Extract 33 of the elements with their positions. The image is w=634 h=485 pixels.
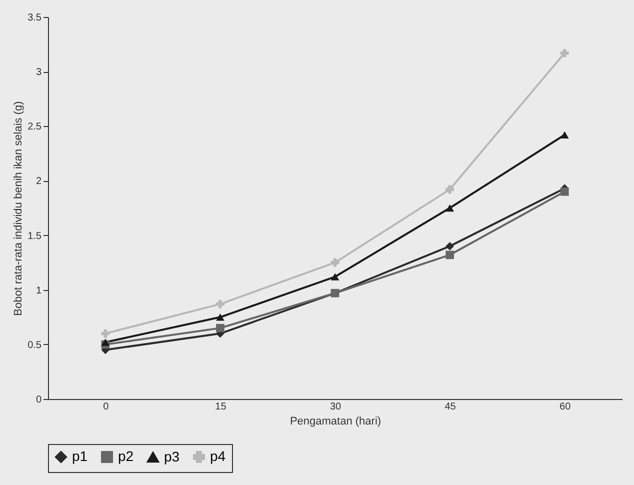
point (330, 258, 340, 267)
y-tick-label: 0.5 (28, 340, 42, 351)
point (216, 300, 224, 308)
point (216, 324, 224, 332)
y-tick-label: 2 (36, 176, 42, 188)
y-tick-label: 3.5 (28, 12, 42, 24)
x-axis-title: Pengamatan (hari) (290, 416, 382, 428)
point (560, 48, 569, 58)
point (101, 338, 110, 346)
x-tick-label: 45 (444, 402, 456, 412)
legend-label: p2 (118, 448, 134, 464)
legend-label: p4 (210, 448, 226, 464)
x-tick-label: 0 (103, 402, 110, 412)
y-tick-label: 3 (36, 67, 42, 78)
legend-label: p3 (164, 448, 180, 464)
point (446, 242, 454, 250)
y-tick-label: 2.5 (28, 122, 42, 133)
point (560, 131, 569, 138)
point (216, 314, 224, 321)
point (330, 273, 340, 280)
point (101, 329, 110, 338)
y-tick-label: 1 (36, 285, 42, 296)
point (446, 250, 454, 260)
y-axis-title: Bobot rata-rata individu benih ikan selais (g) (12, 101, 25, 316)
point (560, 187, 569, 196)
y-tick-label: 0 (36, 394, 42, 406)
x-tick-label: 15 (215, 402, 227, 412)
point (446, 204, 454, 212)
x-tick-label: 60 (560, 402, 572, 412)
legend-label: p1 (72, 448, 88, 464)
x-tick-label: 30 (330, 402, 342, 412)
point (446, 185, 454, 194)
y-tick-label: 1.5 (28, 230, 42, 242)
